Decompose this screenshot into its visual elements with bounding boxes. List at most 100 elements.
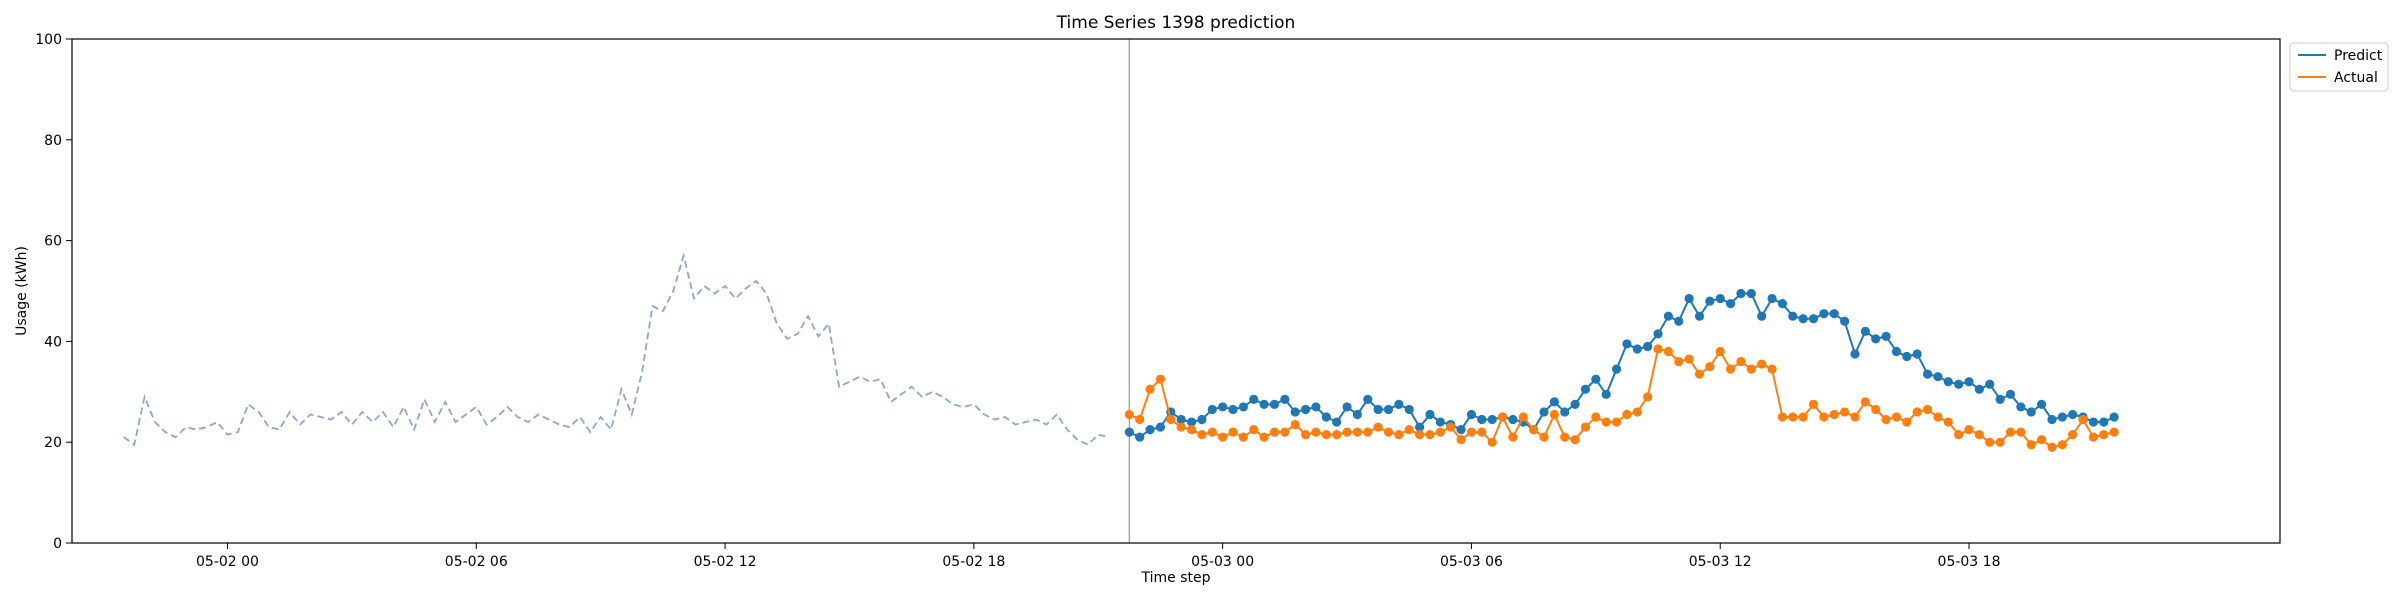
predict-point — [1985, 379, 1995, 389]
predict-point — [1725, 299, 1736, 309]
actual-point — [1570, 435, 1580, 445]
actual-point — [1705, 362, 1715, 372]
predict-point — [1487, 414, 1497, 425]
actual-point — [1332, 430, 1342, 440]
predict-point — [1705, 296, 1715, 306]
actual-point — [1269, 427, 1280, 437]
predict-point — [1342, 402, 1352, 412]
x-tick-label: 05-03 00 — [1191, 554, 1254, 570]
predict-point — [1300, 404, 1311, 415]
actual-point — [1840, 407, 1850, 417]
predict-point — [1829, 309, 1839, 319]
actual-point — [1580, 422, 1591, 432]
actual-point — [1632, 407, 1642, 417]
actual-point — [1218, 432, 1228, 442]
predict-point — [1840, 316, 1850, 326]
y-tick-label: 100 — [35, 32, 62, 48]
predict-point — [1269, 399, 1280, 409]
actual-point — [2078, 414, 2088, 425]
actual-point — [1985, 437, 1995, 447]
predict-point — [1290, 407, 1300, 417]
actual-point — [1622, 409, 1632, 420]
y-axis-label: Usage (kWh) — [14, 246, 30, 336]
predict-point — [1850, 349, 1860, 359]
actual-point — [1518, 412, 1528, 422]
predict-point — [1145, 425, 1155, 435]
predict-point — [2026, 407, 2036, 417]
predict-point — [1176, 414, 1186, 425]
actual-point — [1280, 427, 1290, 437]
actual-point — [1466, 427, 1477, 437]
y-tick-label: 0 — [53, 536, 62, 552]
predict-point — [2047, 414, 2057, 425]
predict-point — [1435, 417, 1445, 427]
actual-point — [1653, 344, 1663, 354]
actual-point — [1819, 412, 1829, 422]
predict-point — [2099, 417, 2109, 427]
actual-point — [1829, 409, 1839, 420]
actual-point — [1933, 412, 1943, 422]
predict-point — [1508, 414, 1518, 425]
y-tick-label: 80 — [44, 133, 62, 149]
predict-point — [1736, 288, 1746, 299]
actual-point — [1746, 364, 1756, 374]
predict-point — [1352, 409, 1363, 420]
predict-point — [1394, 399, 1404, 409]
actual-point — [1560, 432, 1570, 442]
predict-point — [1456, 425, 1466, 435]
actual-point — [1881, 414, 1891, 425]
predict-point — [1321, 412, 1331, 422]
x-axis-label: Time step — [1141, 570, 1211, 586]
predict-point — [1580, 384, 1591, 394]
actual-point — [2005, 427, 2016, 437]
predict-point — [1477, 414, 1487, 425]
predict-point — [1684, 293, 1694, 304]
actual-point — [1363, 427, 1373, 437]
actual-point — [2057, 440, 2067, 450]
predict-point — [1643, 341, 1653, 352]
actual-point — [1860, 397, 1870, 407]
actual-point — [1591, 412, 1601, 422]
predict-point — [1415, 422, 1425, 432]
actual-point — [1186, 425, 1197, 435]
predict-point — [1912, 349, 1922, 359]
actual-point — [1487, 437, 1497, 447]
actual-point — [1311, 427, 1321, 437]
predict-point — [2068, 409, 2078, 420]
actual-point — [1788, 412, 1798, 422]
actual-point — [1974, 430, 1984, 440]
actual-point — [1508, 432, 1518, 442]
actual-point — [1145, 384, 1155, 394]
actual-point — [1259, 432, 1269, 442]
predict-point — [1124, 427, 1134, 437]
predict-point — [1715, 293, 1725, 304]
actual-point — [2099, 430, 2109, 440]
predict-point — [1663, 311, 1673, 321]
predict-point — [1798, 314, 1808, 324]
actual-point — [1871, 404, 1881, 415]
predict-point — [1767, 293, 1777, 304]
actual-point — [2016, 427, 2026, 437]
predict-point — [1197, 414, 1207, 425]
actual-point — [2047, 442, 2057, 452]
actual-point — [1383, 427, 1394, 437]
predict-point — [1995, 394, 2005, 404]
predict-point — [1259, 399, 1269, 409]
predict-point — [1632, 344, 1642, 354]
predict-point — [1549, 397, 1559, 407]
actual-point — [1601, 417, 1611, 427]
predict-point — [1777, 299, 1788, 309]
actual-point — [1808, 399, 1819, 409]
actual-point — [1995, 437, 2005, 447]
actual-point — [1497, 412, 1508, 422]
actual-point — [1611, 417, 1622, 427]
actual-point — [1415, 430, 1425, 440]
history-series-line — [123, 252, 1109, 447]
predict-point — [1570, 399, 1580, 409]
predict-point — [1943, 377, 1953, 387]
predict-point — [1363, 394, 1373, 404]
predict-point — [1207, 404, 1217, 415]
predict-point — [1933, 372, 1943, 382]
